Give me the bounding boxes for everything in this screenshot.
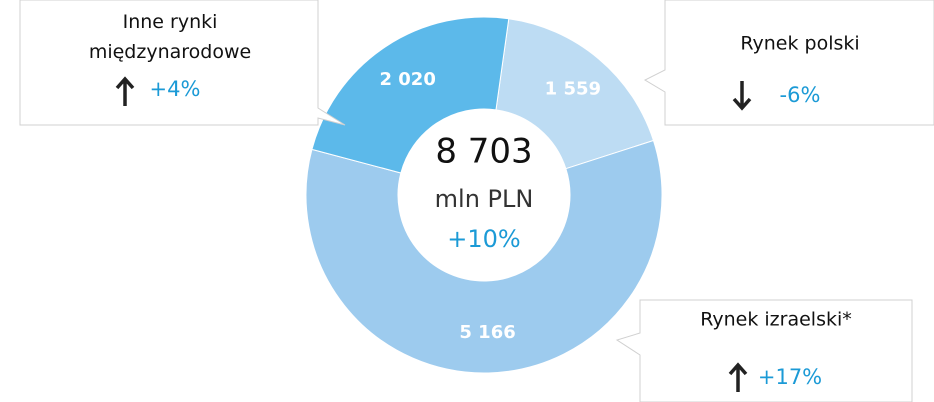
callout-title: Rynek izraelski* xyxy=(700,309,852,331)
callout-title: Inne rynki międzynarodowe xyxy=(89,11,251,63)
change-label: -6% xyxy=(780,83,821,107)
callout-line: Inne rynki xyxy=(123,11,218,33)
center-text: mln PLN xyxy=(435,185,534,213)
center-text: 8 703 xyxy=(435,132,532,172)
change-arrow xyxy=(728,362,748,392)
change-label: +17% xyxy=(758,365,822,389)
donut-hole xyxy=(398,109,570,281)
change-arrow xyxy=(732,81,752,111)
callout-box xyxy=(615,299,913,402)
change-label: +4% xyxy=(150,77,201,101)
callout-title: Rynek polski xyxy=(740,33,859,55)
slice-label: 5 166 xyxy=(459,322,515,343)
callout-box xyxy=(19,0,346,126)
callout-box xyxy=(643,0,934,126)
change-arrow xyxy=(115,76,135,106)
slice-label: 1 559 xyxy=(545,78,601,99)
callout-line: międzynarodowe xyxy=(89,41,251,63)
center-text: +10% xyxy=(447,225,520,253)
donut-slice xyxy=(305,139,663,374)
slice-label: 2 020 xyxy=(379,69,435,90)
